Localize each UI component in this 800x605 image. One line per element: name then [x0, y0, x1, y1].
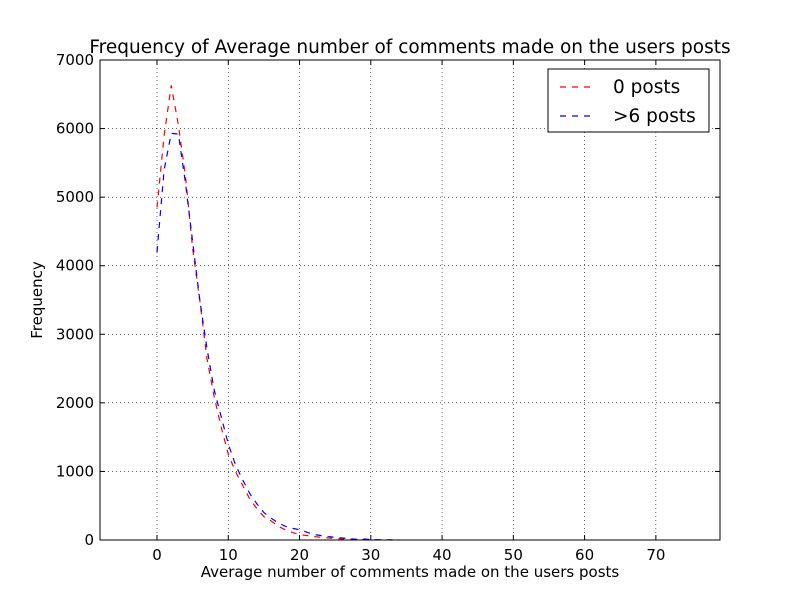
axis-ticks: 0 10 20 30 40 50 60 70 0 1000 2000 3000 4000 5000 6000…: [56, 51, 720, 564]
x-tick-label: 10: [219, 546, 238, 564]
y-tick-label: 1000: [56, 462, 94, 480]
y-tick-label: 2000: [56, 394, 94, 412]
x-tick-label: 20: [290, 546, 309, 564]
series-line-1: [156, 132, 400, 541]
y-tick-label: 5000: [56, 188, 94, 206]
y-tick-label: 3000: [56, 325, 94, 343]
series-lines: [156, 85, 400, 541]
x-tick-label: 0: [152, 546, 162, 564]
legend: 0 posts >6 posts: [547, 68, 710, 133]
legend-box: [547, 68, 710, 133]
series-line-0: [156, 85, 400, 541]
x-tick-label: 60: [575, 546, 594, 564]
y-tick-label: 0: [84, 531, 94, 549]
legend-label-6-plus-posts: >6 posts: [613, 106, 696, 127]
x-axis-label: Average number of comments made on the u…: [201, 563, 620, 581]
y-tick-label: 4000: [56, 257, 94, 275]
chart-title: Frequency of Average number of comments …: [89, 37, 730, 58]
x-tick-label: 50: [504, 546, 523, 564]
plot-area-frame: [99, 59, 721, 541]
y-tick-label: 7000: [56, 51, 94, 69]
x-tick-label: 40: [433, 546, 452, 564]
y-tick-label: 6000: [56, 120, 94, 138]
x-tick-label: 30: [361, 546, 380, 564]
x-tick-label: 70: [646, 546, 665, 564]
y-axis-label: Frequency: [28, 261, 46, 339]
legend-label-0-posts: 0 posts: [613, 77, 680, 98]
